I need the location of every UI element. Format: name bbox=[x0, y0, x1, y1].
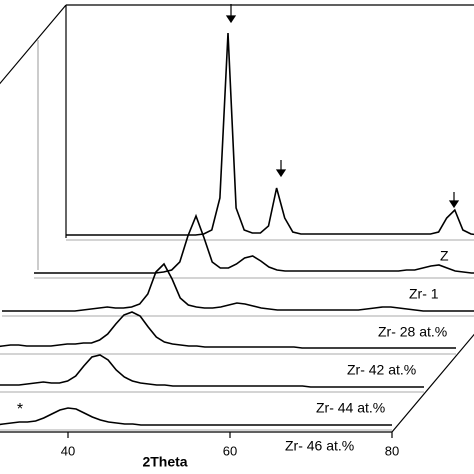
series-line bbox=[0, 407, 392, 426]
annotation: * bbox=[17, 401, 23, 418]
arrow-head bbox=[225, 15, 237, 24]
series-line bbox=[0, 354, 424, 388]
series-line bbox=[66, 32, 474, 236]
side-wall-top bbox=[0, 4, 67, 85]
x-tick-label: 80 bbox=[385, 443, 399, 458]
legend-label: Zr- 42 at.% bbox=[347, 362, 416, 378]
arrow-head bbox=[448, 200, 460, 209]
legend-label: Z bbox=[440, 248, 449, 264]
series-line bbox=[34, 213, 474, 274]
x-tick-label: 60 bbox=[223, 443, 237, 458]
arrow-head bbox=[275, 169, 287, 178]
arrows bbox=[225, 4, 460, 209]
legend-label: Zr- 28 at.% bbox=[378, 324, 447, 340]
legend-label: Zr- 1 bbox=[409, 286, 439, 302]
legend-label: Zr- 44 at.% bbox=[316, 400, 385, 416]
depth-axis bbox=[391, 333, 474, 433]
legend-label: Zr- 46 at.% bbox=[285, 438, 354, 454]
x-axis-label: 2Theta bbox=[142, 454, 187, 470]
x-tick-label: 40 bbox=[61, 443, 75, 458]
series-line bbox=[0, 311, 456, 349]
series-line bbox=[2, 262, 474, 312]
